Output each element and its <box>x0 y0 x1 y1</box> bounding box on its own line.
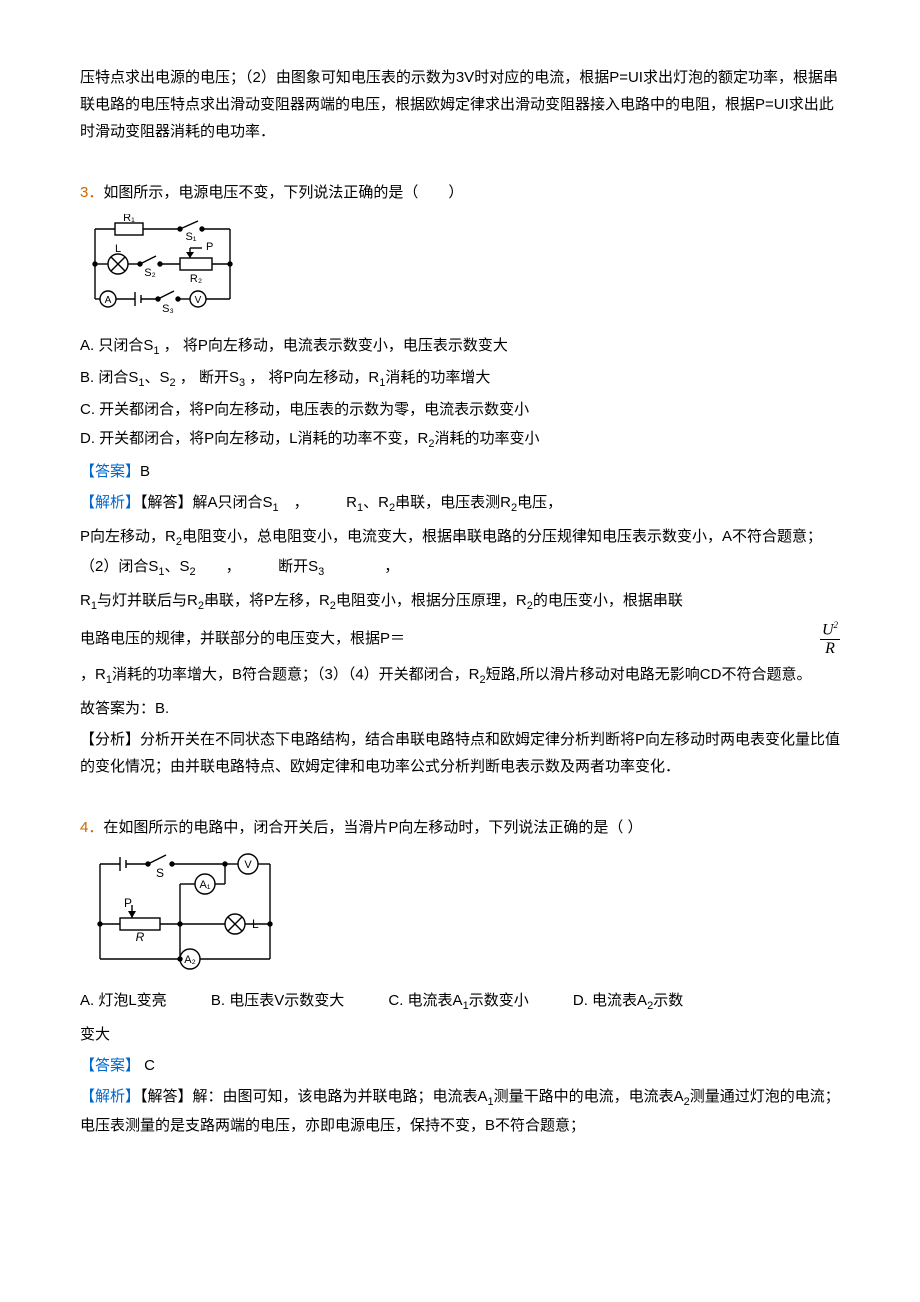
q3-answer: 【答案】B <box>80 458 840 485</box>
q3-option-b: B. 闭合S1、S2 ， 断开S3 ， 将P向左移动，R1消耗的功率增大 <box>80 364 840 394</box>
explanation-label: 【解析】 <box>80 1088 140 1105</box>
q4-stem: 4．在如图所示的电路中，闭合开关后，当滑片P向左移动时，下列说法正确的是（ ） <box>80 814 840 841</box>
q4-stem-text: 在如图所示的电路中，闭合开关后，当滑片P向左移动时，下列说法正确的是（ ） <box>103 819 642 836</box>
q3-explanation: 【解析】【解答】解A只闭合S1 ， R1、R2串联，电压表测R2电压， <box>80 489 840 519</box>
q3-explanation-6: 故答案为：B. <box>80 695 840 722</box>
q3-stem: 3．如图所示，电源电压不变，下列说法正确的是（ ） <box>80 179 840 206</box>
intro-paragraph: 压特点求出电源的电压；（2）由图象可知电压表的示数为3V时对应的电流，根据P=U… <box>80 64 840 145</box>
svg-text:S₃: S₃ <box>162 303 174 315</box>
svg-text:V: V <box>244 859 252 871</box>
q3-circuit-diagram: R₁ S₁ L S₂ P R₂ A <box>80 214 840 324</box>
q3-option-c: C. 开关都闭合，将P向左移动，电压表的示数为零，电流表示数变小 <box>80 396 840 423</box>
q4-explanation: 【解析】【解答】解：由图可知，该电路为并联电路；电流表A1测量干路中的电流，电流… <box>80 1083 840 1140</box>
q3-explanation-5: ，R1消耗的功率增大，B符合题意；（3）（4）开关都闭合，R2短路,所以滑片移动… <box>80 661 840 691</box>
q4-circuit-diagram: S V A₂ A₁ P R <box>80 849 840 979</box>
q4-option-b: B. 电压表V示数变大 <box>211 987 344 1014</box>
svg-text:P: P <box>124 896 132 910</box>
svg-text:A₂: A₂ <box>184 954 196 966</box>
explanation-label: 【解析】 <box>80 494 140 511</box>
svg-text:A₁: A₁ <box>199 879 210 891</box>
q4-number: 4． <box>80 819 103 836</box>
q3-number: 3． <box>80 184 103 201</box>
q3-option-d: D. 开关都闭合，将P向左移动，L消耗的功率不变，R2消耗的功率变小 <box>80 425 840 455</box>
svg-text:L: L <box>115 243 121 255</box>
svg-text:V: V <box>195 295 202 306</box>
svg-text:A: A <box>105 295 112 306</box>
q3-explanation-2: P向左移动，R2电阻变小，总电阻变小，电流变大，根据串联电路的分压规律知电压表示… <box>80 523 840 583</box>
svg-text:S: S <box>156 866 164 880</box>
svg-text:R: R <box>136 930 145 944</box>
svg-text:R₁: R₁ <box>123 214 135 224</box>
q4-answer: 【答案】 C <box>80 1052 840 1079</box>
svg-text:P: P <box>206 241 213 253</box>
fraction-u2-over-r: U2R <box>820 621 840 658</box>
q3-stem-text: 如图所示，电源电压不变，下列说法正确的是（ ） <box>103 184 463 201</box>
answer-label: 【答案】 <box>80 463 140 480</box>
q3-explanation-3: R1与灯并联后与R2串联，将P左移，R2电阻变小，根据分压原理，R2的电压变小，… <box>80 587 840 617</box>
svg-text:S₂: S₂ <box>144 267 156 279</box>
answer-label: 【答案】 <box>80 1057 140 1074</box>
q3-analysis: 【分析】分析开关在不同状态下电路结构，结合串联电路特点和欧姆定律分析判断将P向左… <box>80 726 840 780</box>
q4-option-d-tail: 变大 <box>80 1021 840 1048</box>
q3-option-a: A. 只闭合S1 ， 将P向左移动，电流表示数变小，电压表示数变大 <box>80 332 840 362</box>
q4-option-a: A. 灯泡L变亮 <box>80 987 167 1014</box>
svg-text:S₁: S₁ <box>185 231 196 243</box>
svg-text:R₂: R₂ <box>190 273 202 285</box>
q4-option-d: D. 电流表A2示数 <box>573 992 683 1009</box>
q4-options: A. 灯泡L变亮 B. 电压表V示数变大 C. 电流表A1示数变小 D. 电流表… <box>80 987 840 1017</box>
q4-option-c: C. 电流表A1示数变小 <box>388 987 528 1017</box>
q3-explanation-4: 电路电压的规律，并联部分的电压变大，根据P＝ U2R <box>80 621 840 658</box>
